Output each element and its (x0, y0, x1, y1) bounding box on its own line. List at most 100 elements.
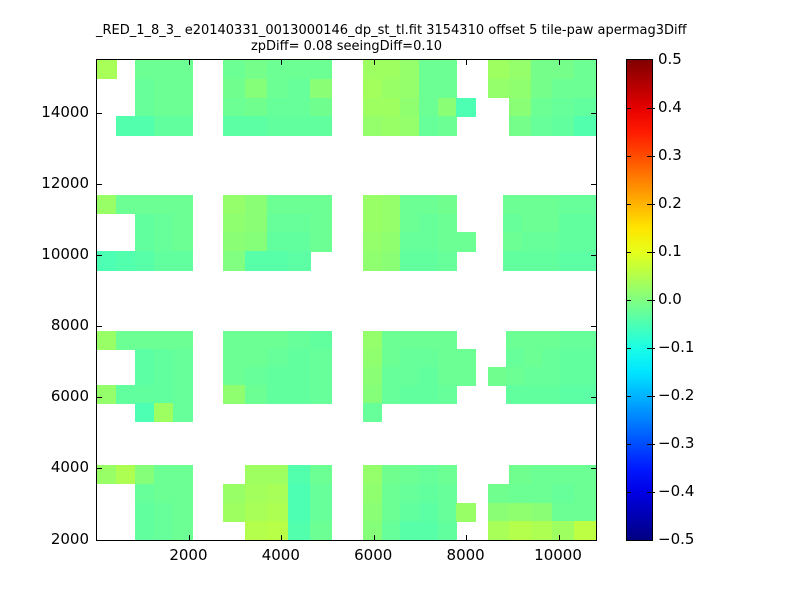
y-axis-tick (97, 255, 102, 257)
heatmap-cell (381, 60, 401, 80)
heatmap-cell (541, 349, 561, 368)
heatmap-cell (540, 213, 560, 234)
heatmap-cell (288, 116, 311, 136)
heatmap-cell (244, 251, 268, 271)
heatmap-cell (521, 251, 541, 271)
heatmap-cell (437, 367, 458, 386)
heatmap-cell (362, 367, 383, 386)
heatmap-cell (381, 483, 401, 504)
y-axis-tick (591, 539, 596, 540)
heatmap-cell (505, 331, 525, 350)
heatmap-cell (134, 251, 155, 271)
heatmap-cell (381, 251, 401, 271)
heatmap-cell (115, 465, 136, 485)
heatmap-cell (419, 483, 439, 504)
heatmap-cell (540, 251, 560, 271)
heatmap-cell (115, 385, 136, 404)
heatmap-cell (437, 97, 458, 117)
heatmap-cell (505, 349, 525, 368)
heatmap-cell (381, 116, 401, 136)
y-axis-tick (591, 183, 596, 185)
heatmap-cell (244, 465, 268, 485)
heatmap-cell (487, 483, 510, 504)
heatmap-cell (310, 349, 333, 368)
heatmap-cell (134, 195, 155, 215)
heatmap-cell (310, 78, 333, 99)
heatmap-cell (266, 213, 289, 234)
heatmap-cell (362, 521, 383, 540)
heatmap-cell (509, 465, 532, 485)
heatmap-cell (244, 385, 268, 404)
heatmap-cell (362, 251, 383, 271)
heatmap-cell (419, 465, 439, 485)
heatmap-cell (381, 349, 401, 368)
heatmap-cell (419, 251, 439, 271)
heatmap-cell (288, 483, 311, 504)
x-axis-tick (558, 60, 560, 65)
colorbar-tick (647, 443, 655, 445)
heatmap-cell (552, 78, 575, 99)
heatmap-cell (400, 97, 420, 117)
colorbar-tick (647, 251, 655, 253)
heatmap-cell (419, 60, 439, 80)
heatmap-cell (223, 502, 246, 522)
heatmap-cell (172, 232, 193, 252)
heatmap-cell (437, 502, 458, 522)
x-axis-tick (281, 60, 283, 65)
heatmap-cell (540, 195, 560, 215)
heatmap-cell (509, 502, 532, 522)
heatmap-cell (97, 251, 117, 271)
heatmap-cell (172, 521, 193, 540)
heatmap-cell (266, 483, 289, 504)
colorbar-tick (647, 491, 655, 493)
heatmap-cell (502, 213, 523, 234)
y-axis-tick (97, 112, 102, 114)
x-axis-tick (281, 535, 283, 540)
x-axis-tick-label: 2000 (169, 546, 208, 564)
y-axis-tick (591, 112, 596, 114)
heatmap-cell (153, 195, 174, 215)
heatmap-cell (456, 349, 476, 368)
heatmap-cell (573, 78, 596, 99)
x-axis-tick (558, 535, 560, 540)
heatmap-cell (134, 403, 155, 422)
colorbar-tick (627, 203, 631, 205)
heatmap-cell (419, 367, 439, 386)
y-axis-tick-label: 4000 (50, 458, 89, 477)
colorbar-tick-label: 0.1 (658, 241, 682, 260)
heatmap-cell (419, 502, 439, 522)
heatmap-cell (530, 521, 553, 540)
heatmap-cell (244, 483, 268, 504)
heatmap-cell (266, 78, 289, 99)
heatmap-cell (558, 251, 578, 271)
heatmap-cell (266, 251, 289, 271)
heatmap-cell (419, 385, 439, 404)
y-axis-tick-label: 8000 (50, 316, 89, 335)
heatmap-cell (244, 367, 268, 386)
heatmap-cell (577, 349, 596, 368)
heatmap-cell (134, 483, 155, 504)
heatmap-cell (244, 195, 268, 215)
heatmap-cell (487, 78, 510, 99)
heatmap-cell (266, 195, 289, 215)
heatmap-cell (172, 385, 193, 404)
heatmap-cell (505, 367, 525, 386)
heatmap-cell (172, 465, 193, 485)
heatmap-cell (134, 367, 155, 386)
heatmap-cell (362, 331, 383, 350)
heatmap-cell (381, 465, 401, 485)
heatmap-cell (400, 195, 420, 215)
heatmap-cell (244, 78, 268, 99)
heatmap-cell (381, 97, 401, 117)
heatmap-cell (400, 251, 420, 271)
heatmap-cell (419, 116, 439, 136)
x-axis-tick (373, 60, 375, 65)
heatmap-cell (523, 331, 543, 350)
heatmap-cell (266, 367, 289, 386)
heatmap-cell (223, 195, 246, 215)
heatmap-cell (266, 521, 289, 540)
heatmap-cell (310, 116, 333, 136)
x-axis-tick (466, 535, 468, 540)
heatmap-cell (400, 483, 420, 504)
heatmap-cell (172, 78, 193, 99)
